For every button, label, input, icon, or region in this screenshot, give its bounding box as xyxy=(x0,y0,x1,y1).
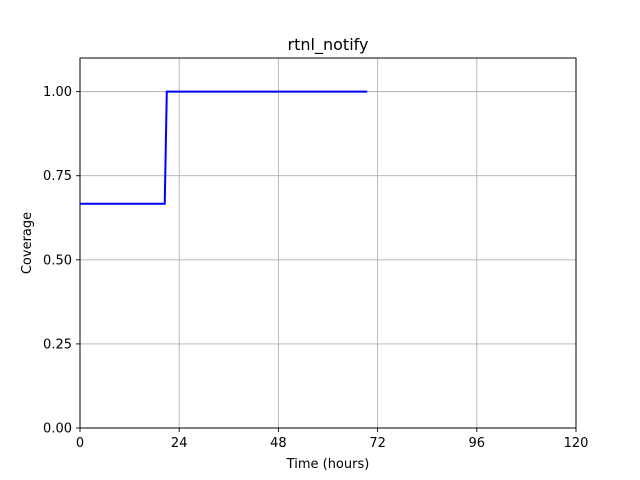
x-tick-label: 72 xyxy=(369,436,386,451)
x-tick-label: 48 xyxy=(270,436,287,451)
x-tick-label: 24 xyxy=(171,436,188,451)
series-layer xyxy=(80,90,368,205)
x-tick-label: 96 xyxy=(469,436,486,451)
y-tick-label: 0.50 xyxy=(43,253,72,268)
y-tick-label: 0.00 xyxy=(43,422,72,437)
y-tick-label: 1.00 xyxy=(43,85,72,100)
ticks: 0 24 48 72 96 120 0.00 0.25 0.50 0.75 1.00 xyxy=(43,85,588,451)
y-tick-label: 0.75 xyxy=(43,169,72,184)
plot-frame xyxy=(79,57,577,429)
coverage-series-line xyxy=(80,90,368,205)
x-axis-label: Time (hours) xyxy=(286,457,370,472)
x-tick-label: 0 xyxy=(76,436,84,451)
x-tick-label: 120 xyxy=(564,436,589,451)
chart-title: rtnl_notify xyxy=(288,35,369,55)
y-axis-label: Coverage xyxy=(20,212,35,274)
y-tick-label: 0.25 xyxy=(43,337,72,352)
